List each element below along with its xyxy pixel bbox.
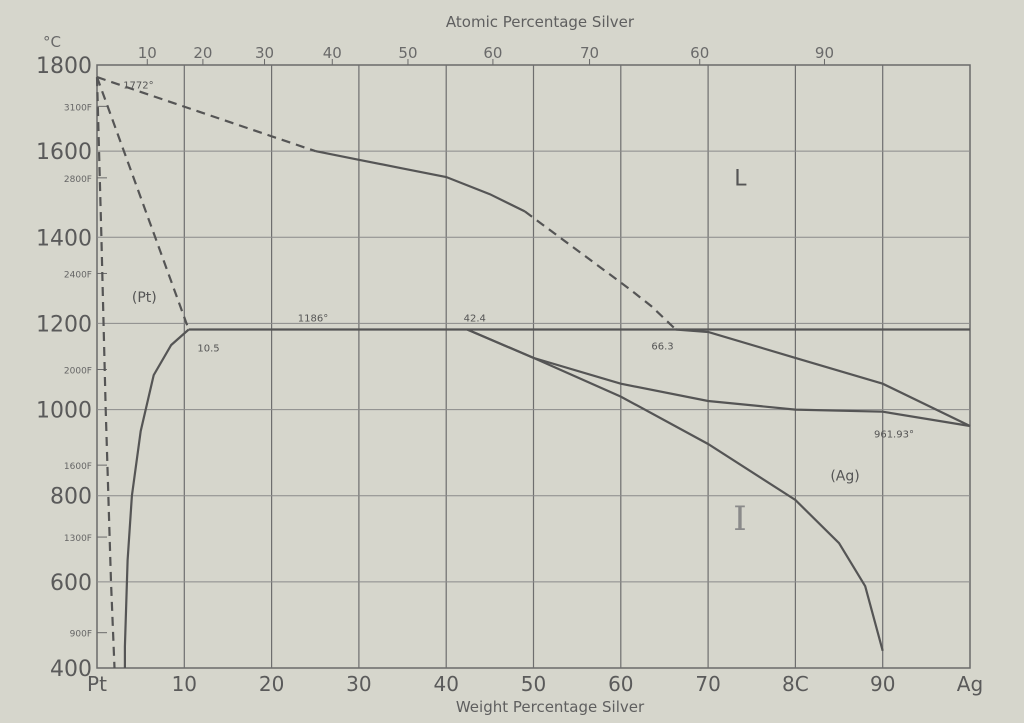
y-tick-label-celsius: 1800 <box>36 54 92 79</box>
y-tick-label-celsius: 600 <box>50 571 92 596</box>
x-tick-label: 40 <box>433 672 458 696</box>
annotation-label: 1186° <box>298 313 328 324</box>
annotation-label: 42.4 <box>464 313 486 324</box>
phase-region-label: (Ag) <box>830 469 859 485</box>
phase-boundary-dashed <box>95 77 116 669</box>
phase-boundary-dashed <box>96 76 316 153</box>
annotation-label: 10.5 <box>197 343 219 354</box>
top-tick-label: 10 <box>138 44 157 62</box>
annotation-label: 961.93° <box>874 430 914 441</box>
phase-boundary-solid <box>466 328 971 428</box>
x-tick-label: 60 <box>608 672 633 696</box>
top-tick-label: 40 <box>323 44 342 62</box>
phase-boundary-solid <box>315 150 526 213</box>
y-tick-label-fahrenheit: 2800F <box>64 175 92 185</box>
phase-boundary-solid <box>123 328 190 668</box>
phase-region-label: L <box>734 167 747 192</box>
y-tick-label-fahrenheit: 1600F <box>64 462 92 472</box>
y-axis-unit: °C <box>43 33 61 51</box>
x-tick-label: 20 <box>259 672 284 696</box>
top-tick-label: 50 <box>398 44 417 62</box>
annotations: 1772° 1186° 42.4 10.5 66.3 961.93° L (Pt) (Ag) <box>123 81 914 485</box>
y-tick-label-celsius: 400 <box>50 657 92 682</box>
x-tick-label: 10 <box>172 672 197 696</box>
ticks: Pt 10 20 30 40 50 60 70 8C 90 Ag 10 20 30 40 50 60 70 60 90… <box>36 44 983 696</box>
phase-boundary-dashed <box>524 210 677 331</box>
x-tick-label: 50 <box>521 672 546 696</box>
y-tick-label-fahrenheit: 1300F <box>64 534 92 544</box>
phase-region-label: (Pt) <box>132 290 157 306</box>
y-tick-label-celsius: 1200 <box>36 312 92 337</box>
x-tick-label: 90 <box>870 672 895 696</box>
x-tick-label: Pt <box>87 672 107 696</box>
grid <box>96 64 971 669</box>
top-tick-label: 60 <box>690 44 709 62</box>
y-tick-label-fahrenheit: 2400F <box>64 270 92 280</box>
top-axis-title: Atomic Percentage Silver <box>446 13 635 31</box>
x-tick-label: 8C <box>782 672 809 696</box>
y-tick-label-celsius: 1000 <box>36 399 92 424</box>
top-tick-label: 90 <box>815 44 834 62</box>
y-tick-label-fahrenheit: 3100F <box>64 103 92 113</box>
x-tick-label: 30 <box>346 672 371 696</box>
top-tick-label: 60 <box>483 44 502 62</box>
y-tick-label-celsius: 1600 <box>36 140 92 165</box>
x-tick-label: Ag <box>957 672 983 696</box>
top-tick-label: 20 <box>193 44 212 62</box>
phase-boundary-solid <box>466 328 884 652</box>
top-tick-label: 70 <box>580 44 599 62</box>
top-tick-label: 30 <box>255 44 274 62</box>
phase-boundaries <box>95 76 971 669</box>
y-tick-label-celsius: 800 <box>50 485 92 510</box>
y-tick-label-fahrenheit: 900F <box>70 630 92 640</box>
cursor-icon: I <box>733 499 746 539</box>
y-tick-label-celsius: 1400 <box>36 226 92 251</box>
annotation-label: 66.3 <box>651 341 673 352</box>
annotation-label: 1772° <box>123 81 153 92</box>
x-axis-title: Weight Percentage Silver <box>456 698 645 716</box>
x-tick-label: 70 <box>695 672 720 696</box>
y-tick-label-fahrenheit: 2000F <box>64 367 92 377</box>
phase-boundary-solid <box>675 328 971 427</box>
